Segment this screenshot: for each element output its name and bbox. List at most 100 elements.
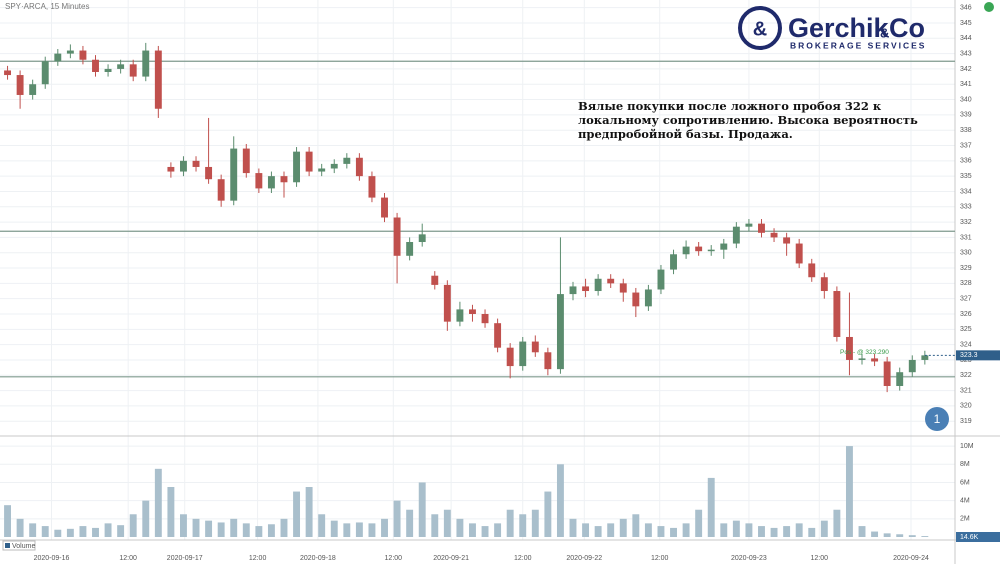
candle-body [16,75,24,95]
y-tick-label: 337 [960,142,972,149]
volume-bar [142,500,150,537]
y-tick-label: 344 [960,35,972,42]
candle-body [117,64,125,69]
volume-bar [16,518,24,537]
candle-body [908,359,916,373]
candle-body [732,226,740,244]
volume-bar [481,526,489,537]
x-tick-label: 2020-09-16 [34,555,70,562]
volume-bar [129,514,137,537]
volume-bar [318,514,326,537]
y-tick-label: 331 [960,234,972,241]
volume-bar [242,523,250,537]
x-tick-label: 12:00 [385,555,403,562]
candle-body [431,275,439,285]
volume-bar [544,491,552,537]
volume-bar [443,509,451,537]
candle-body [720,243,728,250]
volume-bar [41,526,49,537]
candle-body [619,283,627,293]
x-tick-label: 2020-09-23 [731,555,767,562]
candle-body [657,269,665,290]
candle-body [758,223,765,233]
last-price-box [956,350,1000,361]
candle-body [129,64,137,77]
y-tick-label: 320 [960,403,972,410]
annotation-line: предпробойной базы. Продажа. [578,127,793,141]
volume-bar [795,523,803,537]
y-tick-label: 325 [960,326,972,333]
volume-bar [682,523,690,537]
volume-bar [531,509,539,537]
volume-bar [921,536,929,537]
candle-body [393,217,401,256]
candle-body [79,50,87,60]
volume-bar [104,523,112,537]
candle-body [582,286,590,292]
y-tick-label: 329 [960,265,972,272]
x-tick-label: 2020-09-18 [300,555,336,562]
y-tick-label: 321 [960,387,972,394]
candle-body [255,173,263,189]
y-tick-label: 322 [960,372,972,379]
candle-body [305,151,313,172]
x-tick-label: 12:00 [811,555,829,562]
x-tick-label: 2020-09-24 [893,555,929,562]
volume-legend-box [2,540,36,551]
volume-bar [670,527,677,537]
last-price-label: 323.3 [960,352,978,359]
candle-body [29,84,37,95]
volume-bar [720,523,728,537]
last-volume-label: 14.6K [960,534,979,541]
candle-body [770,232,778,238]
y-tick-label: 342 [960,66,972,73]
candle-body [745,223,753,227]
logo-tagline: BROKERAGE SERVICES [790,40,926,50]
volume-tick-label: 6M [960,479,970,486]
candle-body [845,336,853,360]
candle-body [205,166,213,180]
annotation-line: локальному сопротивлению. Высока вероятн… [578,113,918,127]
volume-bar [117,525,125,537]
volume-bar [368,523,376,537]
candle-body [682,246,690,255]
volume-bar [456,518,464,537]
logo: & Gerchik & Co BROKERAGE SERVICES [738,6,926,50]
volume-bar [381,518,388,537]
marker-circle [925,407,949,431]
candle-body [66,50,74,54]
candle-body [230,148,238,201]
candle-body [355,157,363,177]
last-volume-box [956,532,1000,542]
candle-body [569,286,577,295]
volume-bar [883,533,891,537]
volume-bar [556,464,564,537]
candle-body [896,372,904,386]
candle-body [795,243,803,264]
candle-body [670,254,677,270]
volume-bar [758,526,765,537]
candle-body [607,278,615,284]
volume-legend-swatch [5,543,10,548]
candle-body [858,358,866,360]
candle-body [368,176,376,198]
volume-bar [469,523,476,537]
candle-body [381,197,388,218]
candle-body [280,176,288,183]
marker-label: 1 [934,412,941,426]
y-tick-label: 339 [960,112,972,119]
candle-body [54,53,62,62]
candle-body [443,284,451,322]
volume-bar [255,526,263,537]
candle-body [167,166,175,172]
y-tick-label: 340 [960,96,972,103]
y-tick-label: 328 [960,280,972,287]
volume-bar [582,523,590,537]
candle-body [783,237,791,244]
volume-bar [293,491,301,537]
status-icon [984,2,994,12]
volume-bar [418,482,426,537]
candle-body [544,352,552,370]
